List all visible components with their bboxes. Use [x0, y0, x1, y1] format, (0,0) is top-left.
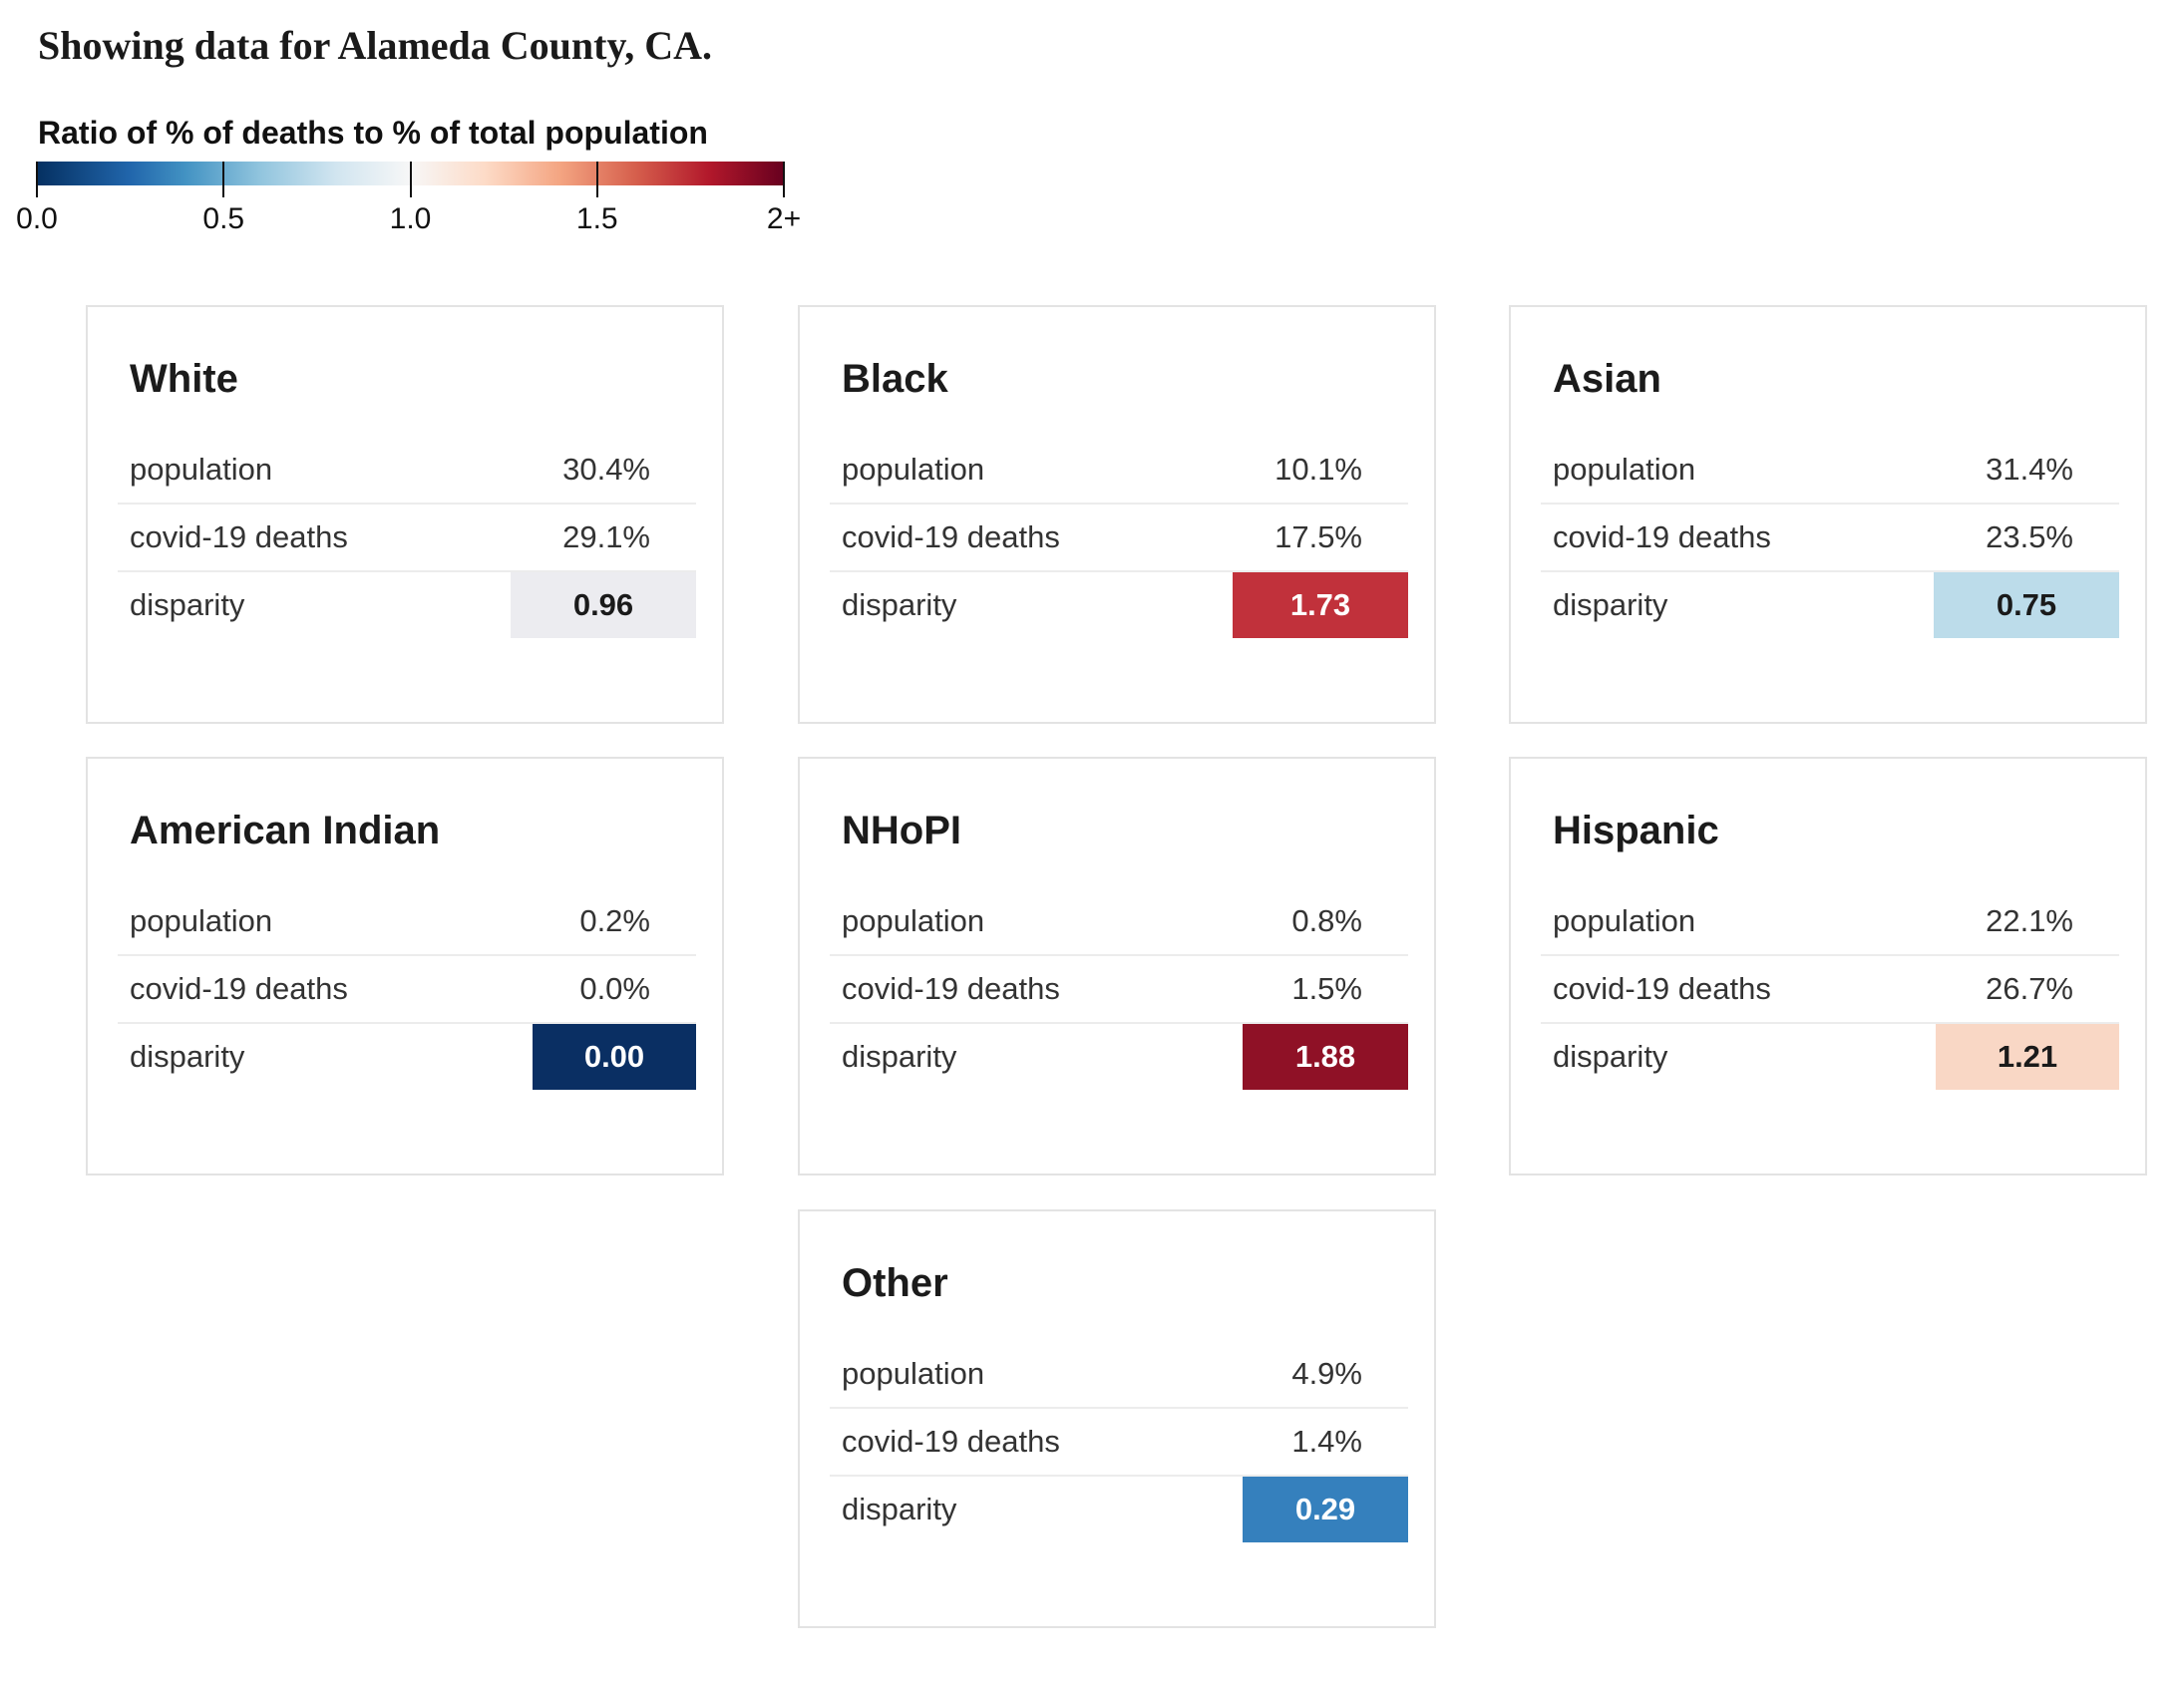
population-row: population 22.1%: [1541, 888, 2119, 956]
disparity-label: disparity: [130, 1039, 245, 1074]
population-value: 22.1%: [1986, 903, 2073, 938]
population-label: population: [842, 1356, 985, 1391]
card-asian: Asian population 31.4% covid-19 deaths 23.5%…: [1509, 305, 2147, 724]
population-label: population: [1553, 903, 1696, 938]
population-value: 30.4%: [562, 452, 650, 487]
deaths-row: covid-19 deaths 1.4%: [830, 1409, 1408, 1477]
card-other: Other population 4.9% covid-19 deaths 1.4% di…: [798, 1209, 1436, 1628]
legend-tick-label: 0.5: [202, 202, 245, 235]
legend-tick-label: 1.0: [389, 202, 432, 235]
disparity-row: disparity 0.00: [118, 1024, 696, 1090]
deaths-label: covid-19 deaths: [842, 971, 1060, 1006]
deaths-label: covid-19 deaths: [1553, 971, 1771, 1006]
disparity-label: disparity: [842, 1039, 957, 1074]
deaths-row: covid-19 deaths 29.1%: [118, 505, 696, 572]
card-nhopi: NHoPI population 0.8% covid-19 deaths 1.5% di…: [798, 757, 1436, 1176]
population-row: population 4.9%: [830, 1341, 1408, 1409]
card-hispanic: Hispanic population 22.1% covid-19 deaths 26…: [1509, 757, 2147, 1176]
disparity-value-box: 0.00: [533, 1024, 696, 1090]
population-value: 10.1%: [1274, 452, 1362, 487]
card-title: White: [130, 357, 238, 401]
disparity-row: disparity 0.96: [118, 572, 696, 638]
deaths-value: 0.0%: [579, 971, 650, 1006]
disparity-row: disparity 0.75: [1541, 572, 2119, 638]
population-label: population: [1553, 452, 1696, 487]
population-label: population: [842, 903, 985, 938]
population-row: population 30.4%: [118, 437, 696, 505]
disparity-row: disparity 0.29: [830, 1477, 1408, 1542]
population-value: 0.2%: [579, 903, 650, 938]
legend-tick-label: 0.0: [16, 202, 58, 235]
population-label: population: [130, 452, 273, 487]
deaths-value: 23.5%: [1986, 519, 2073, 554]
card-title: Hispanic: [1553, 809, 1719, 852]
disparity-row: disparity 1.21: [1541, 1024, 2119, 1090]
deaths-row: covid-19 deaths 17.5%: [830, 505, 1408, 572]
population-row: population 31.4%: [1541, 437, 2119, 505]
card-title: American Indian: [130, 809, 441, 852]
legend-tick: [36, 162, 38, 197]
population-row: population 0.2%: [118, 888, 696, 956]
card-american-indian: American Indian population 0.2% covid-19 de…: [86, 757, 724, 1176]
population-row: population 0.8%: [830, 888, 1408, 956]
deaths-row: covid-19 deaths 23.5%: [1541, 505, 2119, 572]
deaths-label: covid-19 deaths: [1553, 519, 1771, 554]
disparity-value-box: 0.75: [1934, 572, 2119, 638]
deaths-row: covid-19 deaths 26.7%: [1541, 956, 2119, 1024]
page-title: Showing data for Alameda County, CA.: [38, 23, 713, 68]
deaths-label: covid-19 deaths: [842, 519, 1060, 554]
deaths-label: covid-19 deaths: [130, 519, 348, 554]
disparity-value-box: 1.73: [1233, 572, 1408, 638]
disparity-label: disparity: [842, 1492, 957, 1526]
card-title: Other: [842, 1261, 948, 1305]
legend-tick: [595, 162, 598, 197]
disparity-label: disparity: [1553, 1039, 1668, 1074]
legend-title: Ratio of % of deaths to % of total popul…: [38, 115, 708, 151]
deaths-row: covid-19 deaths 1.5%: [830, 956, 1408, 1024]
disparity-label: disparity: [130, 587, 245, 622]
deaths-label: covid-19 deaths: [130, 971, 348, 1006]
legend-tick: [222, 162, 225, 197]
deaths-value: 29.1%: [562, 519, 650, 554]
card-title: NHoPI: [842, 809, 961, 852]
population-row: population 10.1%: [830, 437, 1408, 505]
legend-tick: [409, 162, 412, 197]
legend-tick-label: 2+: [766, 202, 802, 235]
population-label: population: [130, 903, 273, 938]
disparity-value-box: 1.21: [1936, 1024, 2119, 1090]
legend-tick-label: 1.5: [575, 202, 618, 235]
deaths-value: 1.5%: [1291, 971, 1362, 1006]
population-value: 31.4%: [1986, 452, 2073, 487]
card-title: Black: [842, 357, 948, 401]
deaths-value: 17.5%: [1274, 519, 1362, 554]
population-value: 4.9%: [1291, 1356, 1362, 1391]
disparity-value-box: 0.96: [511, 572, 696, 638]
population-label: population: [842, 452, 985, 487]
deaths-label: covid-19 deaths: [842, 1424, 1060, 1459]
disparity-label: disparity: [1553, 587, 1668, 622]
disparity-value-box: 0.29: [1243, 1477, 1408, 1542]
disparity-label: disparity: [842, 587, 957, 622]
legend-tick: [783, 162, 785, 197]
card-black: Black population 10.1% covid-19 deaths 17.5%…: [798, 305, 1436, 724]
card-white: White population 30.4% covid-19 deaths 29.1%…: [86, 305, 724, 724]
deaths-value: 26.7%: [1986, 971, 2073, 1006]
card-title: Asian: [1553, 357, 1661, 401]
disparity-row: disparity 1.73: [830, 572, 1408, 638]
disparity-value-box: 1.88: [1243, 1024, 1408, 1090]
disparity-row: disparity 1.88: [830, 1024, 1408, 1090]
deaths-row: covid-19 deaths 0.0%: [118, 956, 696, 1024]
population-value: 0.8%: [1291, 903, 1362, 938]
deaths-value: 1.4%: [1291, 1424, 1362, 1459]
